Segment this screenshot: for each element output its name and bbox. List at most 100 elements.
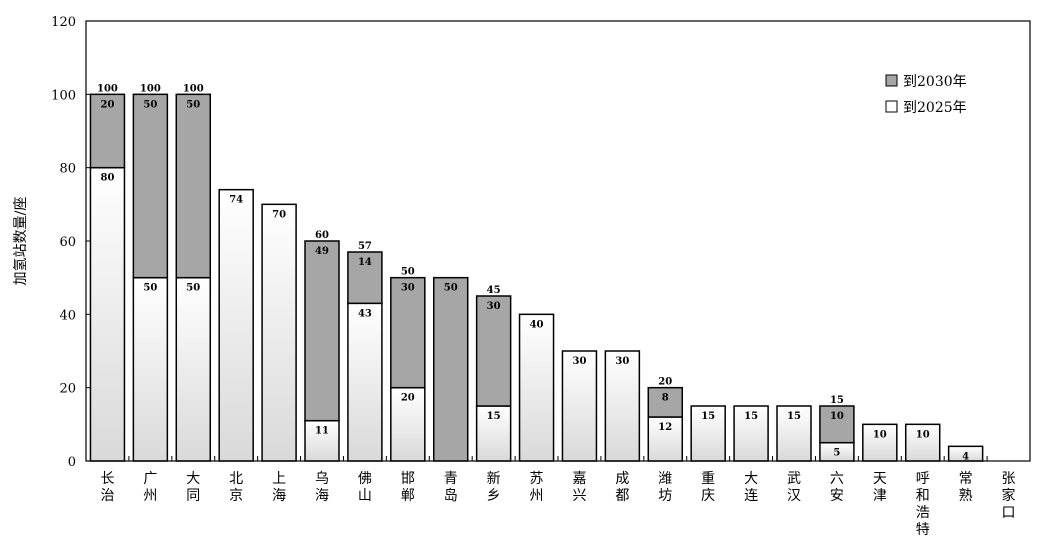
bar-2025-label-5: 11 <box>315 426 329 437</box>
bar-2025-label-12: 30 <box>615 356 629 367</box>
x-tick-label-12: 成都 <box>615 471 629 504</box>
bar-2030-label-7: 30 <box>401 283 415 294</box>
y-axis-label: 加氢站数量/座 <box>13 197 29 286</box>
bar-2025-label-11: 30 <box>572 356 586 367</box>
bar-2025-1 <box>132 276 169 462</box>
y-tick-label-6: 120 <box>51 15 76 30</box>
bar-total-label-6: 57 <box>358 241 372 252</box>
bar-2025-label-7: 20 <box>401 393 415 404</box>
bar-2025-label-9: 15 <box>487 411 501 422</box>
bar-total-label-13: 20 <box>658 377 672 388</box>
y-tick-label-2: 40 <box>59 308 76 323</box>
x-tick-label-8: 青岛 <box>444 471 458 504</box>
legend-label-2030: 到2030年 <box>903 74 967 90</box>
bar-2030-13 <box>647 386 684 418</box>
bar-2030-17 <box>819 405 855 444</box>
bar-2025-label-2: 50 <box>186 283 200 294</box>
bar-2030-label-1: 50 <box>143 99 157 110</box>
x-tick-label-9: 新乡 <box>487 471 501 504</box>
legend: 到2030年 到2025年 <box>885 74 967 116</box>
bar-2025-4 <box>261 203 297 462</box>
y-tick-label-5: 100 <box>51 88 76 103</box>
bar-2030-label-5: 49 <box>315 246 329 257</box>
bar-2030-1 <box>132 93 169 279</box>
bar-2025-0 <box>89 166 126 462</box>
bars-layer: 80 20 100 50 50 100 50 50 100 74 70 11 49 60 43 14 57 20 3… <box>89 83 984 462</box>
bar-2025-11 <box>561 350 598 462</box>
x-tick-label-20: 常熟 <box>959 471 973 504</box>
bar-2025-label-18: 10 <box>873 429 887 440</box>
bar-2025-label-0: 80 <box>100 173 114 184</box>
bar-total-label-2: 100 <box>183 83 204 94</box>
bar-2030-5 <box>304 240 340 422</box>
bar-2025-label-19: 10 <box>916 429 930 440</box>
x-tick-label-17: 六安 <box>830 471 844 504</box>
y-tick-label-3: 60 <box>59 235 76 250</box>
bar-2030-label-2: 50 <box>186 99 200 110</box>
bar-2025-label-6: 43 <box>358 308 372 319</box>
bar-total-label-0: 100 <box>97 83 118 94</box>
bar-2030-2 <box>175 93 212 279</box>
bar-2030-8 <box>432 276 469 462</box>
x-tick-label-3: 北京 <box>229 471 243 504</box>
x-tick-label-18: 天津 <box>873 471 887 504</box>
x-tick-label-16: 武汉 <box>787 471 801 504</box>
x-tick-label-21: 张家口 <box>1002 471 1016 521</box>
x-tick-label-19: 呼和浩特 <box>916 471 930 538</box>
bar-2025-10 <box>518 313 555 462</box>
bar-2030-label-6: 14 <box>358 257 372 268</box>
bar-2025-18 <box>862 423 898 462</box>
bar-2025-label-13: 12 <box>658 422 672 433</box>
x-tick-label-13: 潍坊 <box>658 471 672 504</box>
bar-2025-label-4: 70 <box>272 209 286 220</box>
bar-2025-label-1: 50 <box>143 283 157 294</box>
bar-2025-6 <box>347 302 383 462</box>
legend-label-2025: 到2025年 <box>903 100 967 116</box>
bar-2025-12 <box>604 350 641 462</box>
bar-2025-16 <box>776 405 812 462</box>
x-tick-label-14: 重庆 <box>701 471 715 504</box>
bar-2025-3 <box>218 188 254 462</box>
bar-total-label-7: 50 <box>401 267 415 278</box>
bar-2030-0 <box>89 93 126 169</box>
bar-2025-label-15: 15 <box>744 411 758 422</box>
bar-total-label-9: 45 <box>487 285 501 296</box>
x-tick-label-11: 嘉兴 <box>572 471 586 504</box>
bar-2030-label-13: 8 <box>662 393 669 404</box>
x-tick-label-6: 佛山 <box>358 471 372 504</box>
x-tick-label-1: 广州 <box>143 471 157 504</box>
bar-2025-label-10: 40 <box>530 319 544 330</box>
bar-2025-13 <box>647 416 684 462</box>
x-tick-label-10: 苏州 <box>530 471 544 504</box>
legend-swatch-2025 <box>885 100 898 113</box>
x-tick-label-4: 上海 <box>272 471 286 504</box>
x-tick-label-7: 邯郸 <box>401 471 415 504</box>
y-tick-label-1: 20 <box>59 382 76 397</box>
bar-2025-label-20: 4 <box>962 451 969 462</box>
bar-2025-label-14: 15 <box>701 411 715 422</box>
bar-2025-label-16: 15 <box>787 411 801 422</box>
y-tick-label-4: 80 <box>59 162 76 177</box>
bar-2025-label-17: 5 <box>833 448 840 459</box>
bar-2030-9 <box>475 295 512 407</box>
bar-total-label-5: 60 <box>315 230 329 241</box>
bar-2025-14 <box>690 405 726 462</box>
x-tick-label-5: 乌海 <box>315 471 329 504</box>
bar-2025-7 <box>390 386 426 462</box>
legend-swatch-2030 <box>885 74 898 87</box>
x-tick-label-15: 大连 <box>744 471 758 504</box>
bar-total-label-17: 15 <box>830 395 844 406</box>
x-tick-label-0: 长治 <box>100 471 114 504</box>
axes-layer: 长治广州大同北京上海乌海佛山邯郸青岛新乡苏州嘉兴成都潍坊重庆大连武汉六安天津呼和… <box>51 15 1031 538</box>
bar-2030-7 <box>390 276 426 389</box>
bar-2030-label-17: 10 <box>830 411 844 422</box>
x-tick-label-2: 大同 <box>186 471 200 504</box>
bar-2030-label-8: 50 <box>444 283 458 294</box>
bar-2030-label-0: 20 <box>100 99 114 110</box>
y-tick-label-0: 0 <box>68 455 76 470</box>
bar-2030-6 <box>347 251 383 305</box>
bar-2025-2 <box>175 276 212 462</box>
bar-total-label-1: 100 <box>140 83 161 94</box>
